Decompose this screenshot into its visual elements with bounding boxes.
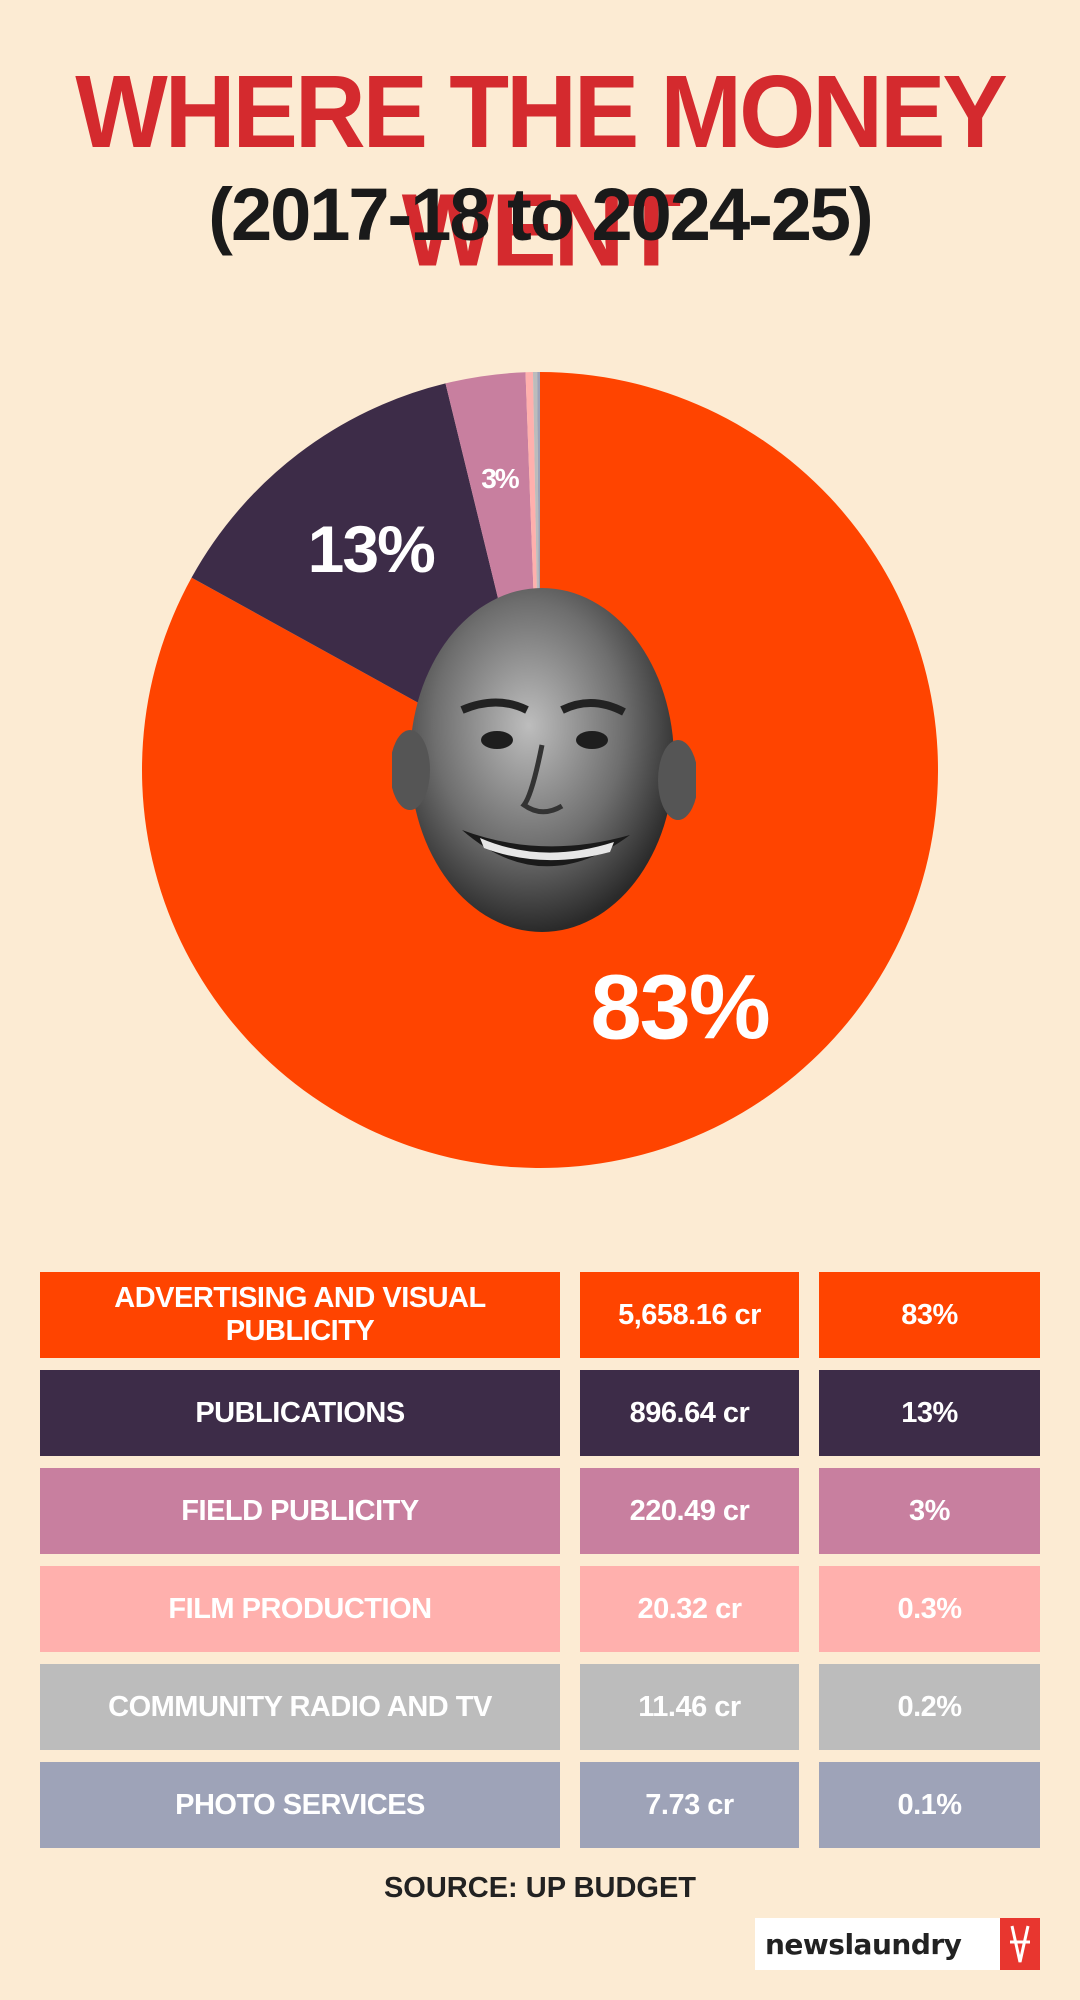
face-photo — [392, 588, 696, 932]
row-amount: 11.46 cr — [580, 1664, 799, 1750]
chart-title: WHERE THE MONEY WENT — [75, 53, 1008, 288]
table-row: COMMUNITY RADIO AND TV 11.46 cr 0.2% — [40, 1664, 1040, 1750]
pie-percent-label: 13% — [308, 512, 434, 586]
clothespin-icon — [1000, 1918, 1040, 1970]
row-category: PUBLICATIONS — [40, 1370, 560, 1456]
newslaundry-logo: newslaundry — [755, 1918, 1040, 1970]
breakdown-table: ADVERTISING AND VISUAL PUBLICITY 5,658.1… — [40, 1272, 1040, 1860]
row-category: FIELD PUBLICITY — [40, 1468, 560, 1554]
row-amount: 5,658.16 cr — [580, 1272, 799, 1358]
chart-subtitle: (2017-18 to 2024-25) — [208, 173, 873, 256]
pie-percent-label: 3% — [481, 463, 520, 494]
table-row: PUBLICATIONS 896.64 cr 13% — [40, 1370, 1040, 1456]
table-row: FILM PRODUCTION 20.32 cr 0.3% — [40, 1566, 1040, 1652]
brand-name: newslaundry — [765, 1927, 962, 1961]
row-percent: 3% — [819, 1468, 1040, 1554]
row-category: ADVERTISING AND VISUAL PUBLICITY — [40, 1272, 560, 1358]
table-row: ADVERTISING AND VISUAL PUBLICITY 5,658.1… — [40, 1272, 1040, 1358]
row-category: COMMUNITY RADIO AND TV — [40, 1664, 560, 1750]
row-amount: 20.32 cr — [580, 1566, 799, 1652]
row-category: FILM PRODUCTION — [40, 1566, 560, 1652]
row-percent: 0.1% — [819, 1762, 1040, 1848]
row-percent: 13% — [819, 1370, 1040, 1456]
row-amount: 896.64 cr — [580, 1370, 799, 1456]
row-percent: 0.3% — [819, 1566, 1040, 1652]
source-note: SOURCE: UP BUDGET — [383, 1872, 697, 1904]
row-category: PHOTO SERVICES — [40, 1762, 560, 1848]
pie-percent-label: 83% — [591, 957, 769, 1059]
table-row: PHOTO SERVICES 7.73 cr 0.1% — [40, 1762, 1040, 1848]
row-percent: 83% — [819, 1272, 1040, 1358]
table-row: FIELD PUBLICITY 220.49 cr 3% — [40, 1468, 1040, 1554]
row-amount: 220.49 cr — [580, 1468, 799, 1554]
row-amount: 7.73 cr — [580, 1762, 799, 1848]
row-percent: 0.2% — [819, 1664, 1040, 1750]
